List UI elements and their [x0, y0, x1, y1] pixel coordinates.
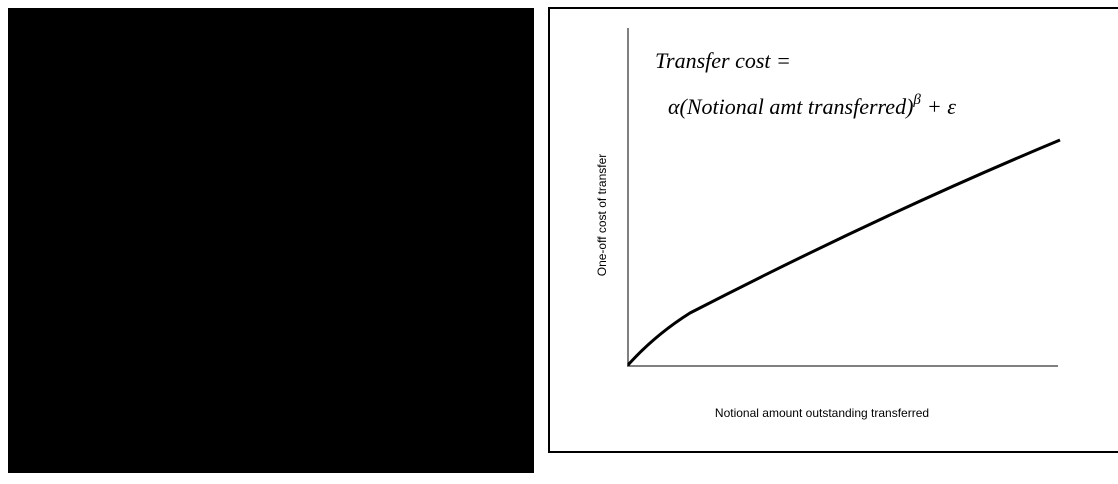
formula-line2: α(Notional amt transferred)β + ε — [668, 92, 956, 119]
formula-line1: Transfer cost = — [655, 48, 791, 73]
y-axis-label: One-off cost of transfer — [595, 154, 609, 277]
formula-exponent: β — [912, 92, 921, 108]
formula-base: α(Notional amt transferred) — [668, 94, 913, 119]
figure-frame — [548, 7, 1118, 453]
black-panel — [8, 8, 534, 473]
formula-tail: + ε — [927, 94, 956, 119]
x-axis-label: Notional amount outstanding transferred — [715, 406, 929, 420]
cost-curve — [626, 138, 1061, 367]
